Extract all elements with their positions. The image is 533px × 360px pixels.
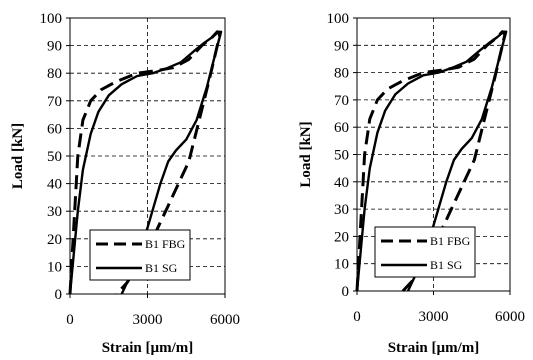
x-tick-label: 3000 <box>133 312 163 328</box>
y-tick-label: 10 <box>334 257 349 273</box>
y-tick-label: 90 <box>47 39 62 55</box>
y-axis-label: Load [kN] <box>10 123 26 189</box>
y-tick-label: 100 <box>40 11 63 27</box>
legend-label-2: B1 SG <box>430 258 463 272</box>
y-tick-label: 30 <box>47 204 62 220</box>
y-tick-label: 20 <box>47 232 62 248</box>
legend-box <box>374 226 476 278</box>
chart-panel-1: 0 10 20 30 40 50 60 70 80 90 100 0 3000 6000 Strain [µ… <box>10 11 240 356</box>
y-tick-label: 80 <box>47 66 62 82</box>
x-tick-label: 6000 <box>210 312 240 328</box>
y-tick-label: 20 <box>334 229 349 245</box>
x-tick-label: 6000 <box>495 309 525 325</box>
chart-panel-2: 0 10 20 30 40 50 60 70 80 90 100 0 3000 6000 Strain [µ… <box>298 11 525 356</box>
y-tick-label: 40 <box>334 175 349 191</box>
legend-label-2: B1 SG <box>145 261 178 275</box>
legend-label-1: B1 FBG <box>430 234 471 248</box>
y-axis-label: Load [kN] <box>298 121 314 187</box>
y-tick-label: 100 <box>327 11 350 27</box>
y-tick-label: 70 <box>47 94 62 110</box>
y-tick-label: 30 <box>334 202 349 218</box>
x-tick-label: 0 <box>353 309 361 325</box>
y-tick-label: 50 <box>47 149 62 165</box>
y-tick-label: 0 <box>55 287 63 303</box>
y-tick-label: 40 <box>47 177 62 193</box>
y-tick-label: 60 <box>47 121 62 137</box>
y-tick-label: 0 <box>342 284 350 300</box>
x-axis-label: Strain [µm/m] <box>102 340 194 356</box>
y-tick-label: 50 <box>334 148 349 164</box>
legend-label-1: B1 FBG <box>145 237 186 251</box>
series-line-2 <box>68 30 223 295</box>
y-tick-label: 10 <box>47 259 62 275</box>
legend-box <box>89 229 191 281</box>
x-axis-label: Strain [µm/m] <box>388 340 480 356</box>
y-tick-label: 90 <box>334 38 349 54</box>
x-tick-label: 3000 <box>419 309 449 325</box>
y-tick-label: 60 <box>334 120 349 136</box>
y-tick-label: 70 <box>334 93 349 109</box>
y-tick-label: 80 <box>334 66 349 82</box>
series-line-2 <box>355 30 508 292</box>
x-tick-label: 0 <box>66 312 74 328</box>
